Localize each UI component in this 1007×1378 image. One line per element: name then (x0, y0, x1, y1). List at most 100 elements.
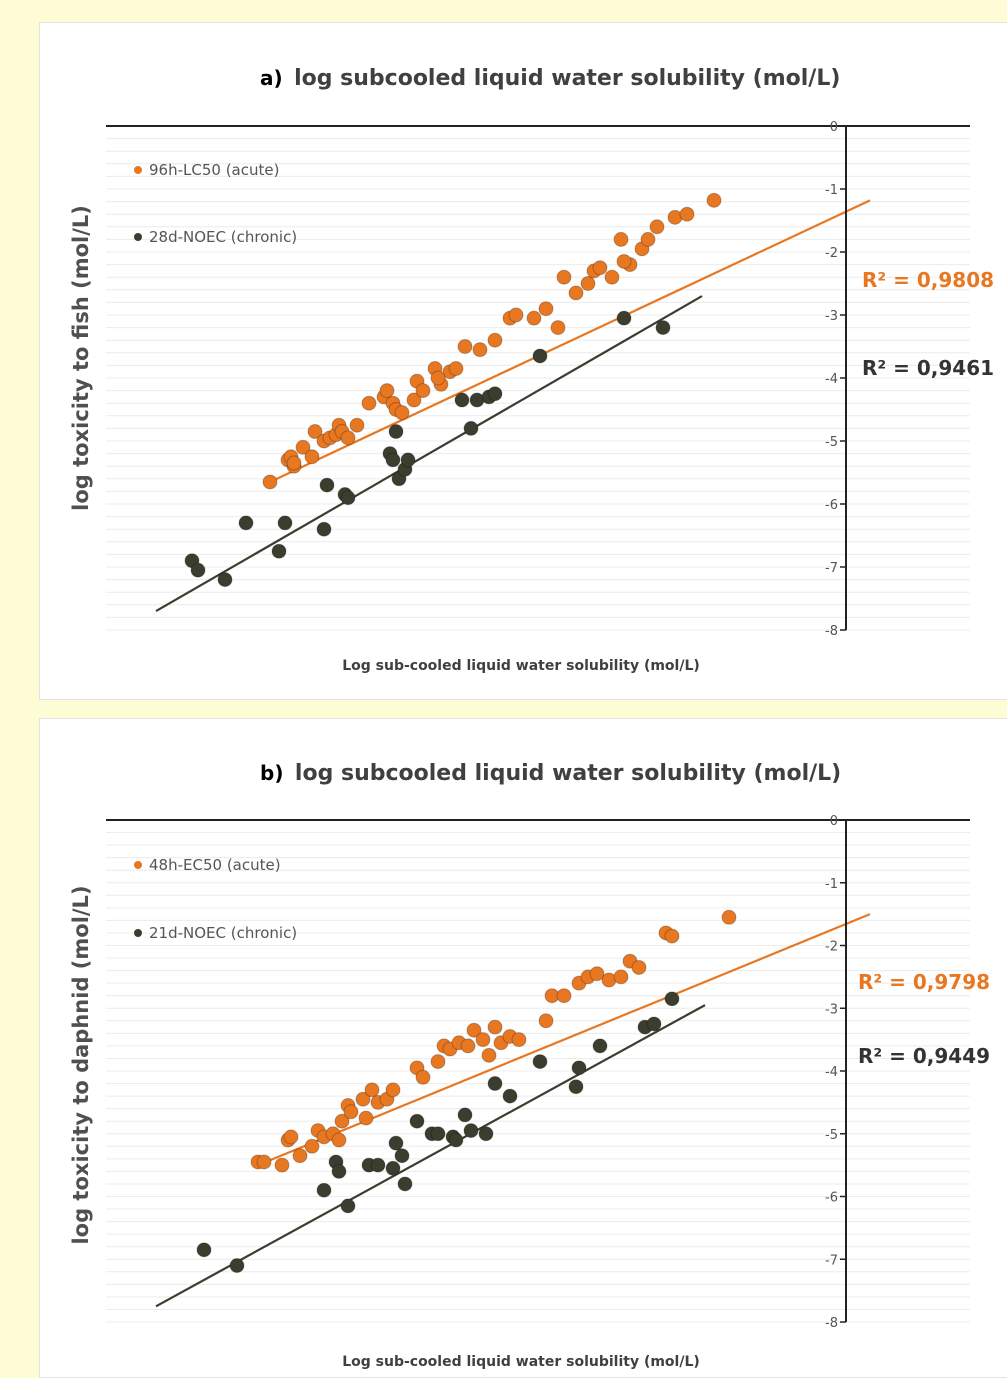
data-point-series-1 (394, 1148, 410, 1164)
data-point-series-1 (463, 1123, 479, 1139)
data-point-series-0 (481, 1047, 497, 1063)
chart-b-yticks: 0 -1 -2 -3 -4 -5 -6 -7 -8 (825, 814, 846, 1331)
data-point-series-0 (487, 332, 503, 348)
data-point-series-1 (229, 1258, 245, 1274)
trendline-series-0 (269, 199, 871, 483)
data-point-series-1 (238, 515, 254, 531)
data-point-series-0 (256, 1154, 272, 1170)
data-point-series-0 (556, 988, 572, 1004)
data-point-series-0 (304, 449, 320, 465)
chart-b-ylabel: log toxicity to daphnid (mol/L) (69, 885, 93, 1244)
data-point-series-0 (604, 269, 620, 285)
data-point-series-0 (580, 276, 596, 291)
data-point-series-0 (613, 231, 629, 247)
data-point-series-0 (640, 231, 656, 247)
data-point-series-0 (262, 474, 278, 490)
data-point-series-0 (556, 269, 572, 285)
data-point-series-1 (196, 1242, 212, 1258)
chart-a-svg: 0 -1 -2 -3 -4 -5 -6 -7 -8 a) log subcooled liqui… (69, 66, 994, 674)
trendline-series-0 (257, 913, 871, 1167)
data-point-series-0 (511, 1032, 527, 1048)
data-point-series-1 (616, 310, 632, 326)
data-point-series-0 (538, 301, 554, 317)
data-point-series-0 (721, 909, 737, 925)
data-point-series-0 (430, 370, 446, 386)
chart-a-gridlines (106, 125, 970, 631)
data-point-series-0 (379, 383, 395, 399)
data-point-series-1 (463, 420, 479, 436)
y-tick-label: -1 (825, 183, 838, 198)
data-point-series-1 (319, 477, 335, 493)
chart-panel-b: 0 -1 -2 -3 -4 -5 -6 -7 -8 b) log subcooled liqui… (39, 718, 1007, 1378)
data-point-series-1 (271, 543, 287, 559)
data-point-series-0 (292, 1148, 308, 1164)
chart-b-points (196, 909, 737, 1274)
data-point-series-0 (343, 1104, 359, 1120)
data-point-series-0 (364, 1082, 380, 1098)
data-point-series-0 (613, 969, 629, 985)
data-point-series-0 (286, 455, 302, 471)
data-point-series-1 (532, 1054, 548, 1070)
data-point-series-0 (331, 1132, 347, 1148)
chart-b-svg: 0 -1 -2 -3 -4 -5 -6 -7 -8 b) log subcooled liqui… (69, 761, 990, 1370)
data-point-series-0 (649, 219, 665, 235)
data-point-series-1 (388, 424, 404, 440)
y-tick-label: -6 (825, 498, 838, 513)
data-point-series-0 (487, 1019, 503, 1035)
data-point-series-1 (457, 1107, 473, 1123)
data-point-series-0 (589, 966, 605, 982)
chart-b-legend-marker-0 (134, 861, 142, 869)
y-tick-label: 0 (830, 120, 838, 135)
chart-a-yticks: 0 -1 -2 -3 -4 -5 -6 -7 -8 (825, 120, 846, 639)
data-point-series-0 (664, 928, 680, 944)
data-point-series-1 (430, 1126, 446, 1142)
data-point-series-0 (334, 1113, 350, 1129)
y-tick-label: -5 (825, 1128, 838, 1143)
chart-b-r2-0: R² = 0,9798 (858, 970, 990, 994)
y-tick-label: -8 (825, 624, 838, 639)
chart-a-points (184, 192, 722, 588)
data-point-series-1 (655, 320, 671, 336)
data-point-series-1 (316, 521, 332, 537)
y-tick-label: -1 (825, 877, 838, 892)
chart-panel-a: 0 -1 -2 -3 -4 -5 -6 -7 -8 a) log subcooled liqui… (39, 22, 1007, 700)
data-point-series-0 (538, 1013, 554, 1029)
data-point-series-1 (385, 1160, 401, 1176)
data-point-series-1 (385, 452, 401, 468)
y-tick-label: -5 (825, 435, 838, 450)
data-point-series-0 (448, 361, 464, 377)
chart-a-r2-1: R² = 0,9461 (862, 356, 994, 380)
data-point-series-0 (415, 1069, 431, 1085)
chart-b-title-prefix: b) (260, 761, 283, 785)
data-point-series-0 (568, 285, 584, 301)
chart-b-title: log subcooled liquid water solubility (m… (295, 761, 841, 786)
chart-b-r2-1: R² = 0,9449 (858, 1044, 990, 1068)
chart-a-legend-marker-0 (134, 166, 142, 174)
y-tick-label: -3 (825, 309, 838, 324)
data-point-series-1 (487, 1076, 503, 1092)
data-point-series-1 (664, 991, 680, 1007)
chart-a-title: log subcooled liquid water solubility (m… (294, 66, 840, 91)
y-tick-label: -7 (825, 561, 838, 576)
svg-text:b) log subcooled liquid: b) log subcooled liquid water solubility… (260, 761, 841, 786)
data-point-series-1 (568, 1079, 584, 1095)
data-point-series-0 (631, 959, 647, 975)
data-point-series-0 (550, 320, 566, 336)
data-point-series-0 (406, 392, 422, 408)
chart-a-legend-1: 28d-NOEC (chronic) (149, 228, 297, 246)
data-point-series-1 (502, 1088, 518, 1104)
data-point-series-0 (385, 1082, 401, 1098)
data-point-series-0 (475, 1032, 491, 1048)
data-point-series-1 (340, 1198, 356, 1214)
data-point-series-0 (274, 1157, 290, 1173)
data-point-series-0 (430, 1054, 446, 1070)
data-point-series-0 (295, 439, 311, 455)
data-point-series-0 (415, 383, 431, 399)
data-point-series-0 (304, 1138, 320, 1154)
data-point-series-0 (616, 253, 632, 269)
data-point-series-1 (277, 515, 293, 531)
chart-a-r2-0: R² = 0,9808 (862, 268, 994, 292)
data-point-series-1 (532, 348, 548, 364)
y-tick-label: -4 (825, 1065, 838, 1080)
data-point-series-1 (646, 1016, 662, 1032)
